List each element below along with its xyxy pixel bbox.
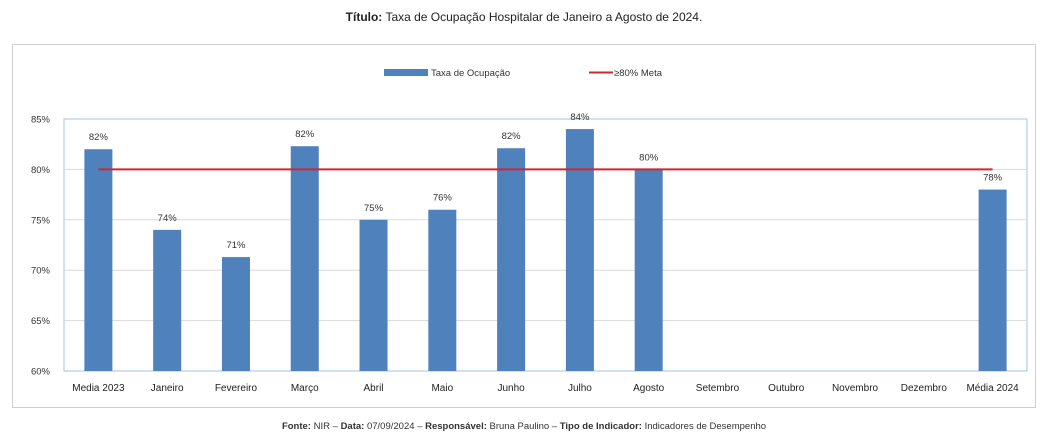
x-tick-label: Novembro	[832, 383, 879, 394]
legend-label-bar: Taxa de Ocupação	[431, 68, 510, 79]
y-tick-label: 60%	[31, 367, 51, 378]
bar	[153, 229, 182, 371]
data-label: 75%	[364, 203, 384, 214]
responsavel-label: Responsável:	[425, 421, 487, 432]
x-tick-label: Janeiro	[151, 383, 184, 394]
y-tick-label: 80%	[31, 165, 51, 176]
footer-source: Fonte: NIR – Data: 07/09/2024 – Responsá…	[0, 421, 1048, 432]
y-tick-label: 85%	[31, 115, 51, 126]
data-label: 82%	[89, 132, 109, 143]
data-label: 76%	[433, 193, 453, 204]
y-tick-label: 65%	[31, 316, 51, 327]
x-tick-label: Fevereiro	[215, 383, 258, 394]
x-tick-label: Setembro	[696, 383, 740, 394]
x-tick-label: Media 2023	[72, 383, 125, 394]
x-tick-label: Julho	[568, 383, 592, 394]
data-label: Data:	[340, 421, 365, 432]
data-label: 84%	[570, 112, 590, 123]
bar	[497, 148, 526, 371]
x-tick-label: Agosto	[633, 383, 665, 394]
fonte-label: Fonte:	[281, 421, 311, 432]
chart-title: Título: Taxa de Ocupação Hospitalar de J…	[0, 10, 1048, 24]
bar	[634, 169, 663, 371]
responsavel-value: Bruna Paulino –	[489, 421, 558, 432]
data-label: 80%	[639, 152, 659, 163]
y-tick-label: 75%	[31, 215, 51, 226]
x-tick-label: Junho	[497, 383, 525, 394]
x-tick-label: Março	[291, 383, 319, 394]
fonte-value: NIR –	[313, 421, 338, 432]
x-tick-label: Maio	[431, 383, 453, 394]
data-label: 71%	[226, 240, 246, 251]
x-tick-label: Média 2024	[966, 383, 1019, 394]
x-tick-label: Abril	[364, 383, 384, 394]
bar	[978, 189, 1007, 371]
x-tick-label: Outubro	[768, 383, 805, 394]
tipo-label: Tipo de Indicador:	[559, 421, 642, 432]
data-label: 74%	[158, 213, 178, 224]
x-tick-label: Dezembro	[901, 383, 948, 394]
bar	[565, 129, 594, 371]
legend-swatch-bar	[384, 69, 428, 76]
data-label: 82%	[295, 129, 315, 140]
occupancy-bar-chart: 60% 65% 70% 75% 80% 85% 82% Media 2023 74% Janeir…	[31, 68, 1028, 394]
title-label: Título:	[345, 10, 383, 24]
data-label: 78%	[983, 173, 1003, 184]
chart-frame: 60% 65% 70% 75% 80% 85% 82% Media 2023 74% Janeir…	[12, 44, 1036, 408]
bar	[428, 209, 457, 371]
data-label: 82%	[502, 131, 522, 142]
bar	[221, 257, 250, 371]
legend-label-target: ≥80% Meta	[614, 68, 663, 79]
data-value: 07/09/2024 –	[366, 421, 423, 432]
title-text: Taxa de Ocupação Hospitalar de Janeiro a…	[385, 10, 703, 24]
bar	[290, 146, 319, 371]
bar	[84, 149, 113, 371]
y-tick-label: 70%	[31, 266, 51, 277]
tipo-value: Indicadores de Desempenho	[644, 421, 767, 432]
plot-area	[63, 118, 1028, 372]
bar	[359, 219, 388, 371]
